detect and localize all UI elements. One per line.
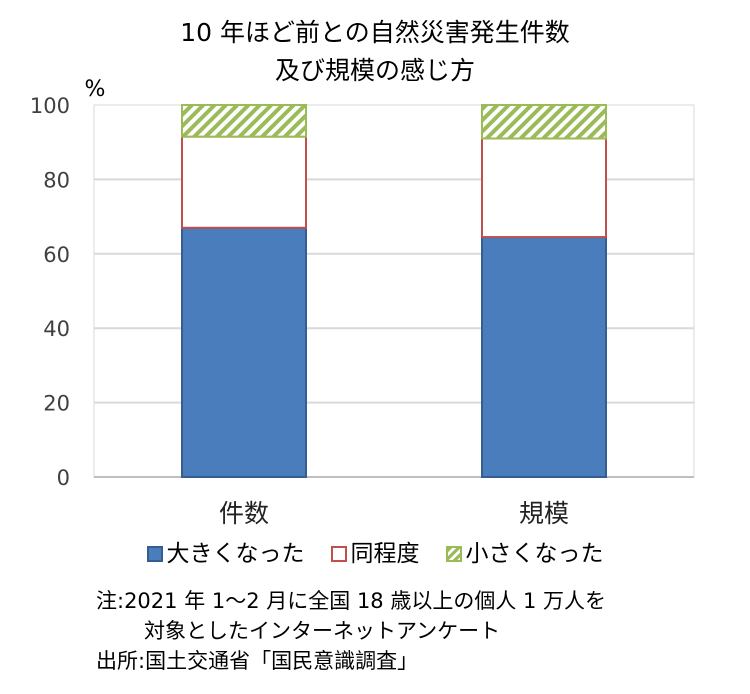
y-tick-label: 80 bbox=[43, 168, 70, 192]
chart-legend: 大きくなった 同程度 小さくなった bbox=[0, 539, 750, 569]
y-tick-label: 0 bbox=[57, 466, 70, 490]
chart-title-line-1: 10 年ほど前との自然災害発生件数 bbox=[180, 18, 570, 47]
bar-segment-same bbox=[181, 135, 307, 229]
legend-label-smaller: 小さくなった bbox=[465, 541, 604, 567]
y-tick-label: 100 bbox=[30, 94, 70, 118]
bar-segment-same bbox=[481, 137, 607, 239]
x-category-label: 規模 bbox=[519, 499, 569, 528]
chart-title: 10 年ほど前との自然災害発生件数 及び規模の感じ方 bbox=[0, 14, 750, 90]
y-tick-label: 20 bbox=[43, 392, 70, 416]
legend-swatch-larger bbox=[146, 546, 163, 562]
x-category-label: 件数 bbox=[219, 499, 269, 528]
note-line-1: 注:2021 年 1～2 月に全国 18 歳以上の個人 1 万人を bbox=[96, 589, 607, 613]
bar-segment-smaller bbox=[481, 104, 607, 140]
footnotes: 注:2021 年 1～2 月に全国 18 歳以上の個人 1 万人を 対象としたイ… bbox=[96, 586, 606, 676]
legend-label-larger: 大きくなった bbox=[166, 541, 305, 567]
source-line: 出所:国土交通省「国民意識調査」 bbox=[96, 649, 419, 673]
legend-label-same: 同程度 bbox=[350, 541, 420, 567]
legend-item-same: 同程度 bbox=[330, 539, 420, 569]
y-axis-unit-label: % bbox=[85, 77, 106, 102]
bar-segment-larger bbox=[181, 226, 307, 478]
legend-swatch-same bbox=[330, 546, 347, 562]
legend-swatch-smaller bbox=[445, 546, 462, 562]
bar-segment-larger bbox=[481, 236, 607, 478]
legend-item-smaller: 小さくなった bbox=[445, 539, 604, 569]
legend-item-larger: 大きくなった bbox=[146, 539, 305, 569]
bar-segment-smaller bbox=[181, 104, 307, 138]
y-tick-label: 60 bbox=[43, 243, 70, 267]
note-line-2: 対象としたインターネットアンケート bbox=[144, 619, 501, 643]
chart-title-line-2: 及び規模の感じ方 bbox=[274, 56, 475, 85]
y-tick-label: 40 bbox=[43, 317, 70, 341]
stacked-bar-chart: 0 20 40 60 80 100 件数 規模 % bbox=[30, 77, 695, 528]
